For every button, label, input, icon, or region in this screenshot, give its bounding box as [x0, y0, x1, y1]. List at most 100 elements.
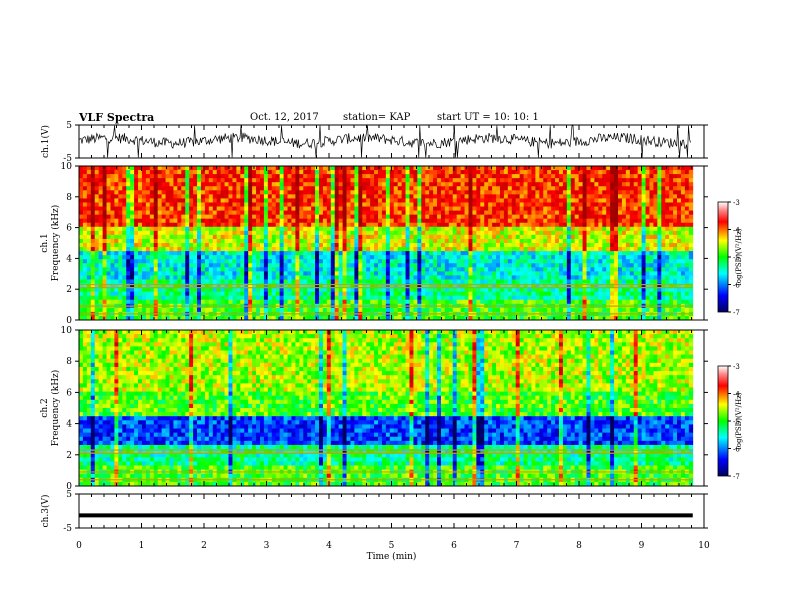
spectro-cell: [232, 267, 237, 272]
spectro-cell: [472, 214, 477, 220]
spectro-cell: [94, 267, 100, 272]
spectro-cell: [299, 259, 304, 264]
spectro-cell: [488, 283, 493, 288]
spectro-cell: [409, 202, 414, 207]
spectro-cell: [574, 287, 580, 293]
spectro-cell: [598, 271, 603, 276]
spectro-cell: [401, 263, 406, 268]
spectro-cell: [665, 218, 670, 224]
spectro-cell: [86, 194, 92, 199]
spectro-cell: [224, 263, 229, 268]
spectro-cell: [665, 222, 670, 228]
spectro-cell: [677, 267, 682, 272]
spectro-cell: [555, 202, 560, 207]
spectro-cell: [464, 202, 469, 207]
spectro-cell: [633, 170, 639, 175]
spectro-cell: [79, 194, 84, 199]
spectro-cell: [610, 267, 615, 272]
spectro-cell: [531, 170, 536, 175]
spectro-cell: [665, 186, 670, 191]
spectro-cell: [433, 267, 438, 272]
spectro-cell: [440, 263, 446, 268]
spectro-cell: [633, 182, 639, 187]
spectro-cell: [464, 251, 469, 256]
spectro-cell: [252, 243, 257, 248]
spectro-cell: [169, 202, 174, 207]
spectro-cell: [275, 194, 281, 199]
spectro-cell: [677, 202, 682, 207]
spectro-cell: [189, 238, 194, 244]
spectro-cell: [232, 174, 237, 179]
spectro-cell: [444, 178, 450, 183]
spectro-cell: [263, 202, 269, 207]
spectro-cell: [303, 170, 308, 175]
spectro-cell: [303, 263, 308, 268]
spectro-cell: [197, 287, 202, 293]
spectro-cell: [370, 206, 375, 211]
spectro-cell: [267, 238, 273, 244]
spectro-cell: [295, 218, 300, 224]
spectro-cell: [456, 234, 462, 240]
spectro-cell: [224, 194, 229, 199]
spectro-cell: [189, 247, 194, 252]
spectro-cell: [216, 247, 222, 252]
spectro-cell: [181, 186, 186, 191]
spectro-cell: [519, 287, 524, 293]
spectro-cell: [141, 275, 147, 280]
spectro-cell: [322, 247, 328, 252]
spectro-cell: [641, 279, 646, 284]
spectro-cell: [385, 166, 391, 171]
spectro-cell: [665, 259, 670, 264]
spectro-cell: [535, 251, 540, 256]
spectro-cell: [279, 186, 284, 191]
spectro-cell: [598, 190, 603, 195]
spectro-cell: [287, 279, 292, 284]
spectro-cell: [350, 210, 355, 216]
spectro-cell: [539, 218, 544, 224]
spectro-cell: [295, 243, 300, 248]
spectro-cell: [130, 263, 135, 268]
spectro-cell: [527, 267, 532, 272]
spectro-cell: [456, 182, 462, 187]
spectro-cell: [346, 198, 351, 203]
spectro-cell: [539, 222, 544, 228]
spectro-cell: [86, 214, 92, 220]
spectro-cell: [212, 186, 218, 191]
spectro-cell: [79, 182, 84, 187]
spectro-cell: [224, 267, 229, 272]
spectro-cell: [98, 247, 103, 252]
spectro-cell: [606, 267, 611, 272]
spectro-cell: [240, 275, 245, 280]
spectro-cell: [519, 202, 524, 207]
spectro-cell: [287, 263, 292, 268]
spectro-cell: [460, 170, 465, 175]
spectro-cell: [621, 283, 627, 288]
spectro-cell: [334, 267, 340, 272]
spectro-cell: [330, 178, 336, 183]
spectro-cell: [342, 279, 347, 284]
spectro-cell: [267, 279, 273, 284]
spectro-cell: [405, 234, 410, 240]
spectro-cell: [684, 206, 690, 211]
spectro-cell: [606, 178, 611, 183]
spectro-cell: [425, 182, 430, 187]
spectro-cell: [452, 186, 458, 191]
spectro-cell: [641, 174, 646, 179]
spectro-cell: [283, 271, 288, 276]
spectro-cell: [456, 263, 462, 268]
spectro-cell: [189, 198, 194, 203]
spectro-cell: [621, 206, 627, 211]
spectro-cell: [271, 275, 277, 280]
spectro-cell: [629, 234, 635, 240]
spectro-cell: [197, 234, 202, 240]
spectro-cell: [90, 263, 96, 268]
spectro-cell: [511, 174, 517, 179]
spectro-cell: [610, 238, 615, 244]
spectro-cell: [393, 263, 399, 268]
spectro-cell: [515, 170, 521, 175]
spectro-cell: [370, 214, 375, 220]
spectro-cell: [153, 259, 159, 264]
spectro-cell: [440, 251, 446, 256]
spectro-cell: [385, 202, 391, 207]
spectro-cell: [291, 210, 296, 216]
